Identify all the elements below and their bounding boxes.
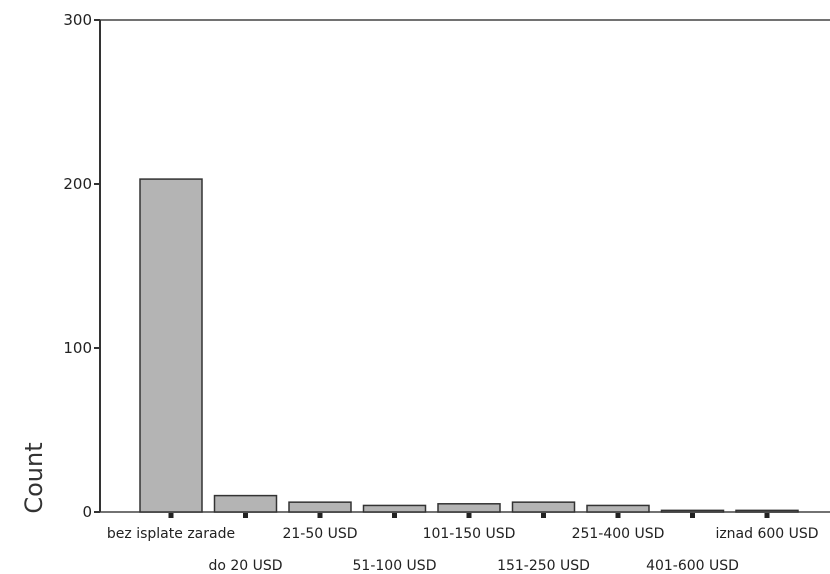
x-tick-label: bez isplate zarade — [107, 526, 235, 542]
plot-frame — [100, 19, 830, 513]
bar — [660, 509, 725, 513]
x-tick-mark — [615, 513, 621, 518]
x-tick-label: do 20 USD — [208, 558, 282, 574]
x-tick-label: 251-400 USD — [572, 526, 665, 542]
bar — [586, 504, 650, 513]
bar — [735, 509, 799, 513]
y-tick-label: 0 — [82, 503, 92, 521]
y-tick-label: 300 — [63, 11, 92, 29]
x-tick-label: 21-50 USD — [282, 526, 357, 542]
y-axis-title: Count — [20, 442, 48, 513]
x-tick-mark — [690, 513, 695, 518]
bar — [139, 178, 203, 513]
bars — [139, 178, 799, 518]
bar — [288, 501, 352, 513]
x-tick-label: 101-150 USD — [423, 526, 516, 542]
x-tick-label: iznad 600 USD — [715, 526, 818, 542]
x-tick-label: 151-250 USD — [497, 558, 590, 574]
y-tick-label: 200 — [63, 175, 92, 193]
x-tick-mark — [541, 513, 546, 518]
x-tick-mark — [243, 513, 248, 518]
y-tick-label: 100 — [63, 339, 92, 357]
x-tick-mark — [764, 513, 770, 518]
x-tick-label: 51-100 USD — [353, 558, 437, 574]
x-tick-mark — [392, 513, 397, 518]
x-tick-label: 401-600 USD — [646, 558, 739, 574]
bar — [213, 494, 278, 513]
x-tick-mark — [168, 513, 174, 518]
x-tick-mark — [317, 513, 323, 518]
bar — [511, 501, 576, 513]
y-ticks: 0 100 200 300 — [63, 11, 100, 521]
x-tick-mark — [466, 513, 472, 518]
bar — [362, 504, 427, 513]
bar — [437, 503, 501, 513]
